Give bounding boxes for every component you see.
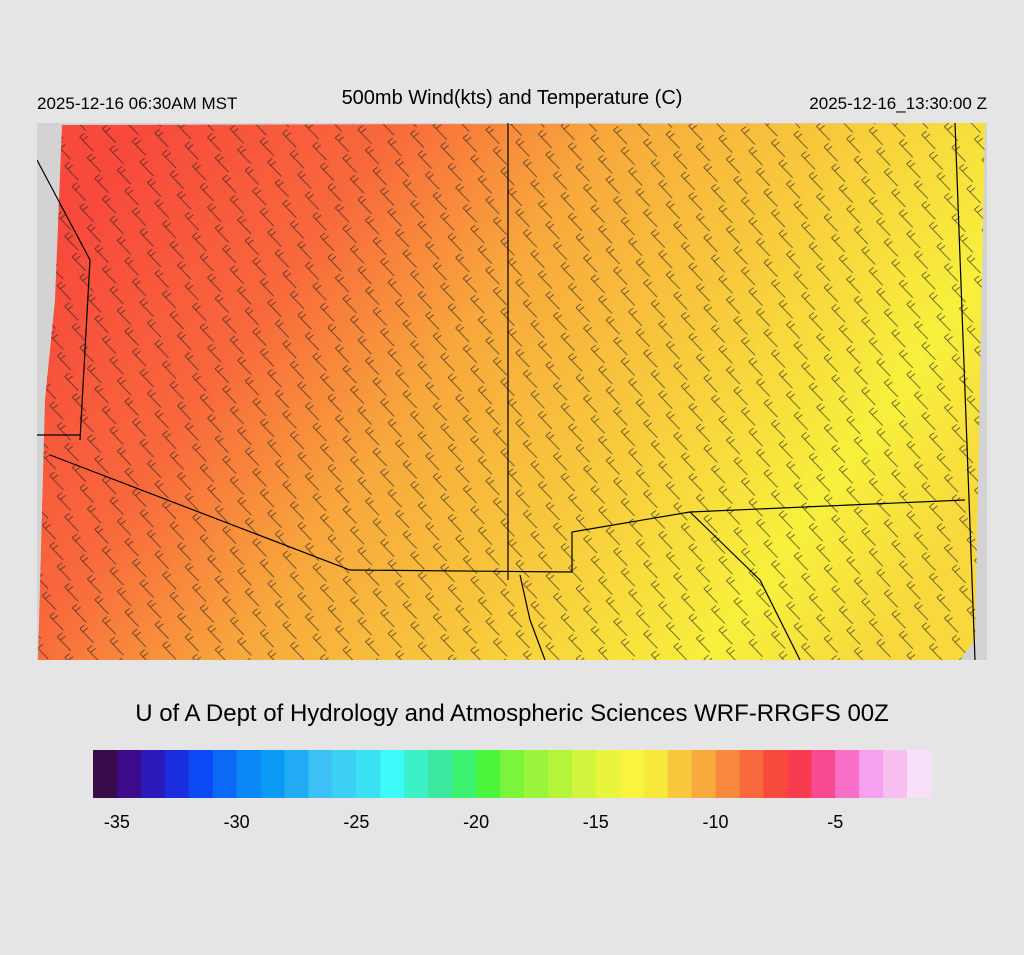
colorbar-box [667, 750, 693, 798]
map-title: 500mb Wind(kts) and Temperature (C) [342, 87, 683, 109]
valid-time-local: 2025-12-16 06:30AM MST [37, 94, 237, 113]
colorbar-box [260, 750, 286, 798]
colorbar-box [547, 750, 573, 798]
valid-time-utc: 2025-12-16_13:30:00 Z [809, 94, 987, 113]
colorbar-box [787, 750, 812, 798]
colorbar-box [93, 750, 118, 798]
colorbar-box [380, 750, 405, 798]
colorbar: -35 -30 -25 -20 -15 -10 -5 [93, 750, 932, 832]
colorbar-box [523, 750, 549, 798]
colorbar-box [595, 750, 621, 798]
colorbar-box [164, 750, 190, 798]
colorbar-box [404, 750, 429, 798]
colorbar-box [356, 750, 381, 798]
colorbar-tick-label: -30 [224, 812, 250, 832]
colorbar-box [811, 750, 836, 798]
colorbar-box [332, 750, 357, 798]
colorbar-box [452, 750, 477, 798]
colorbar-box [571, 750, 597, 798]
colorbar-box [715, 750, 740, 798]
colorbar-box [643, 750, 669, 798]
colorbar-box [212, 750, 238, 798]
colorbar-tick-label: -35 [104, 812, 130, 832]
colorbar-tick-label: -20 [463, 812, 489, 832]
colorbar-tick-label: -15 [583, 812, 609, 832]
colorbar-box [907, 750, 932, 798]
map-area [37, 123, 987, 660]
colorbar-box [691, 750, 717, 798]
credit: U of A Dept of Hydrology and Atmospheric… [135, 700, 889, 727]
colorbar-box [500, 750, 525, 798]
colorbar-box [284, 750, 309, 798]
colorbar-tick-label: -5 [827, 812, 843, 832]
colorbar-box [883, 750, 908, 798]
colorbar-box [835, 750, 860, 798]
colorbar-box [763, 750, 788, 798]
colorbar-box [116, 750, 142, 798]
colorbar-tick-label: -25 [343, 812, 369, 832]
colorbar-box [476, 750, 501, 798]
colorbar-tick-label: -10 [703, 812, 729, 832]
colorbar-box [859, 750, 884, 798]
colorbar-box [140, 750, 166, 798]
colorbar-box [308, 750, 333, 798]
colorbar-box [739, 750, 764, 798]
colorbar-box [188, 750, 214, 798]
colorbar-box [236, 750, 262, 798]
colorbar-box [619, 750, 645, 798]
colorbar-box [428, 750, 453, 798]
borders [37, 123, 976, 660]
wind-barbs [38, 123, 985, 660]
